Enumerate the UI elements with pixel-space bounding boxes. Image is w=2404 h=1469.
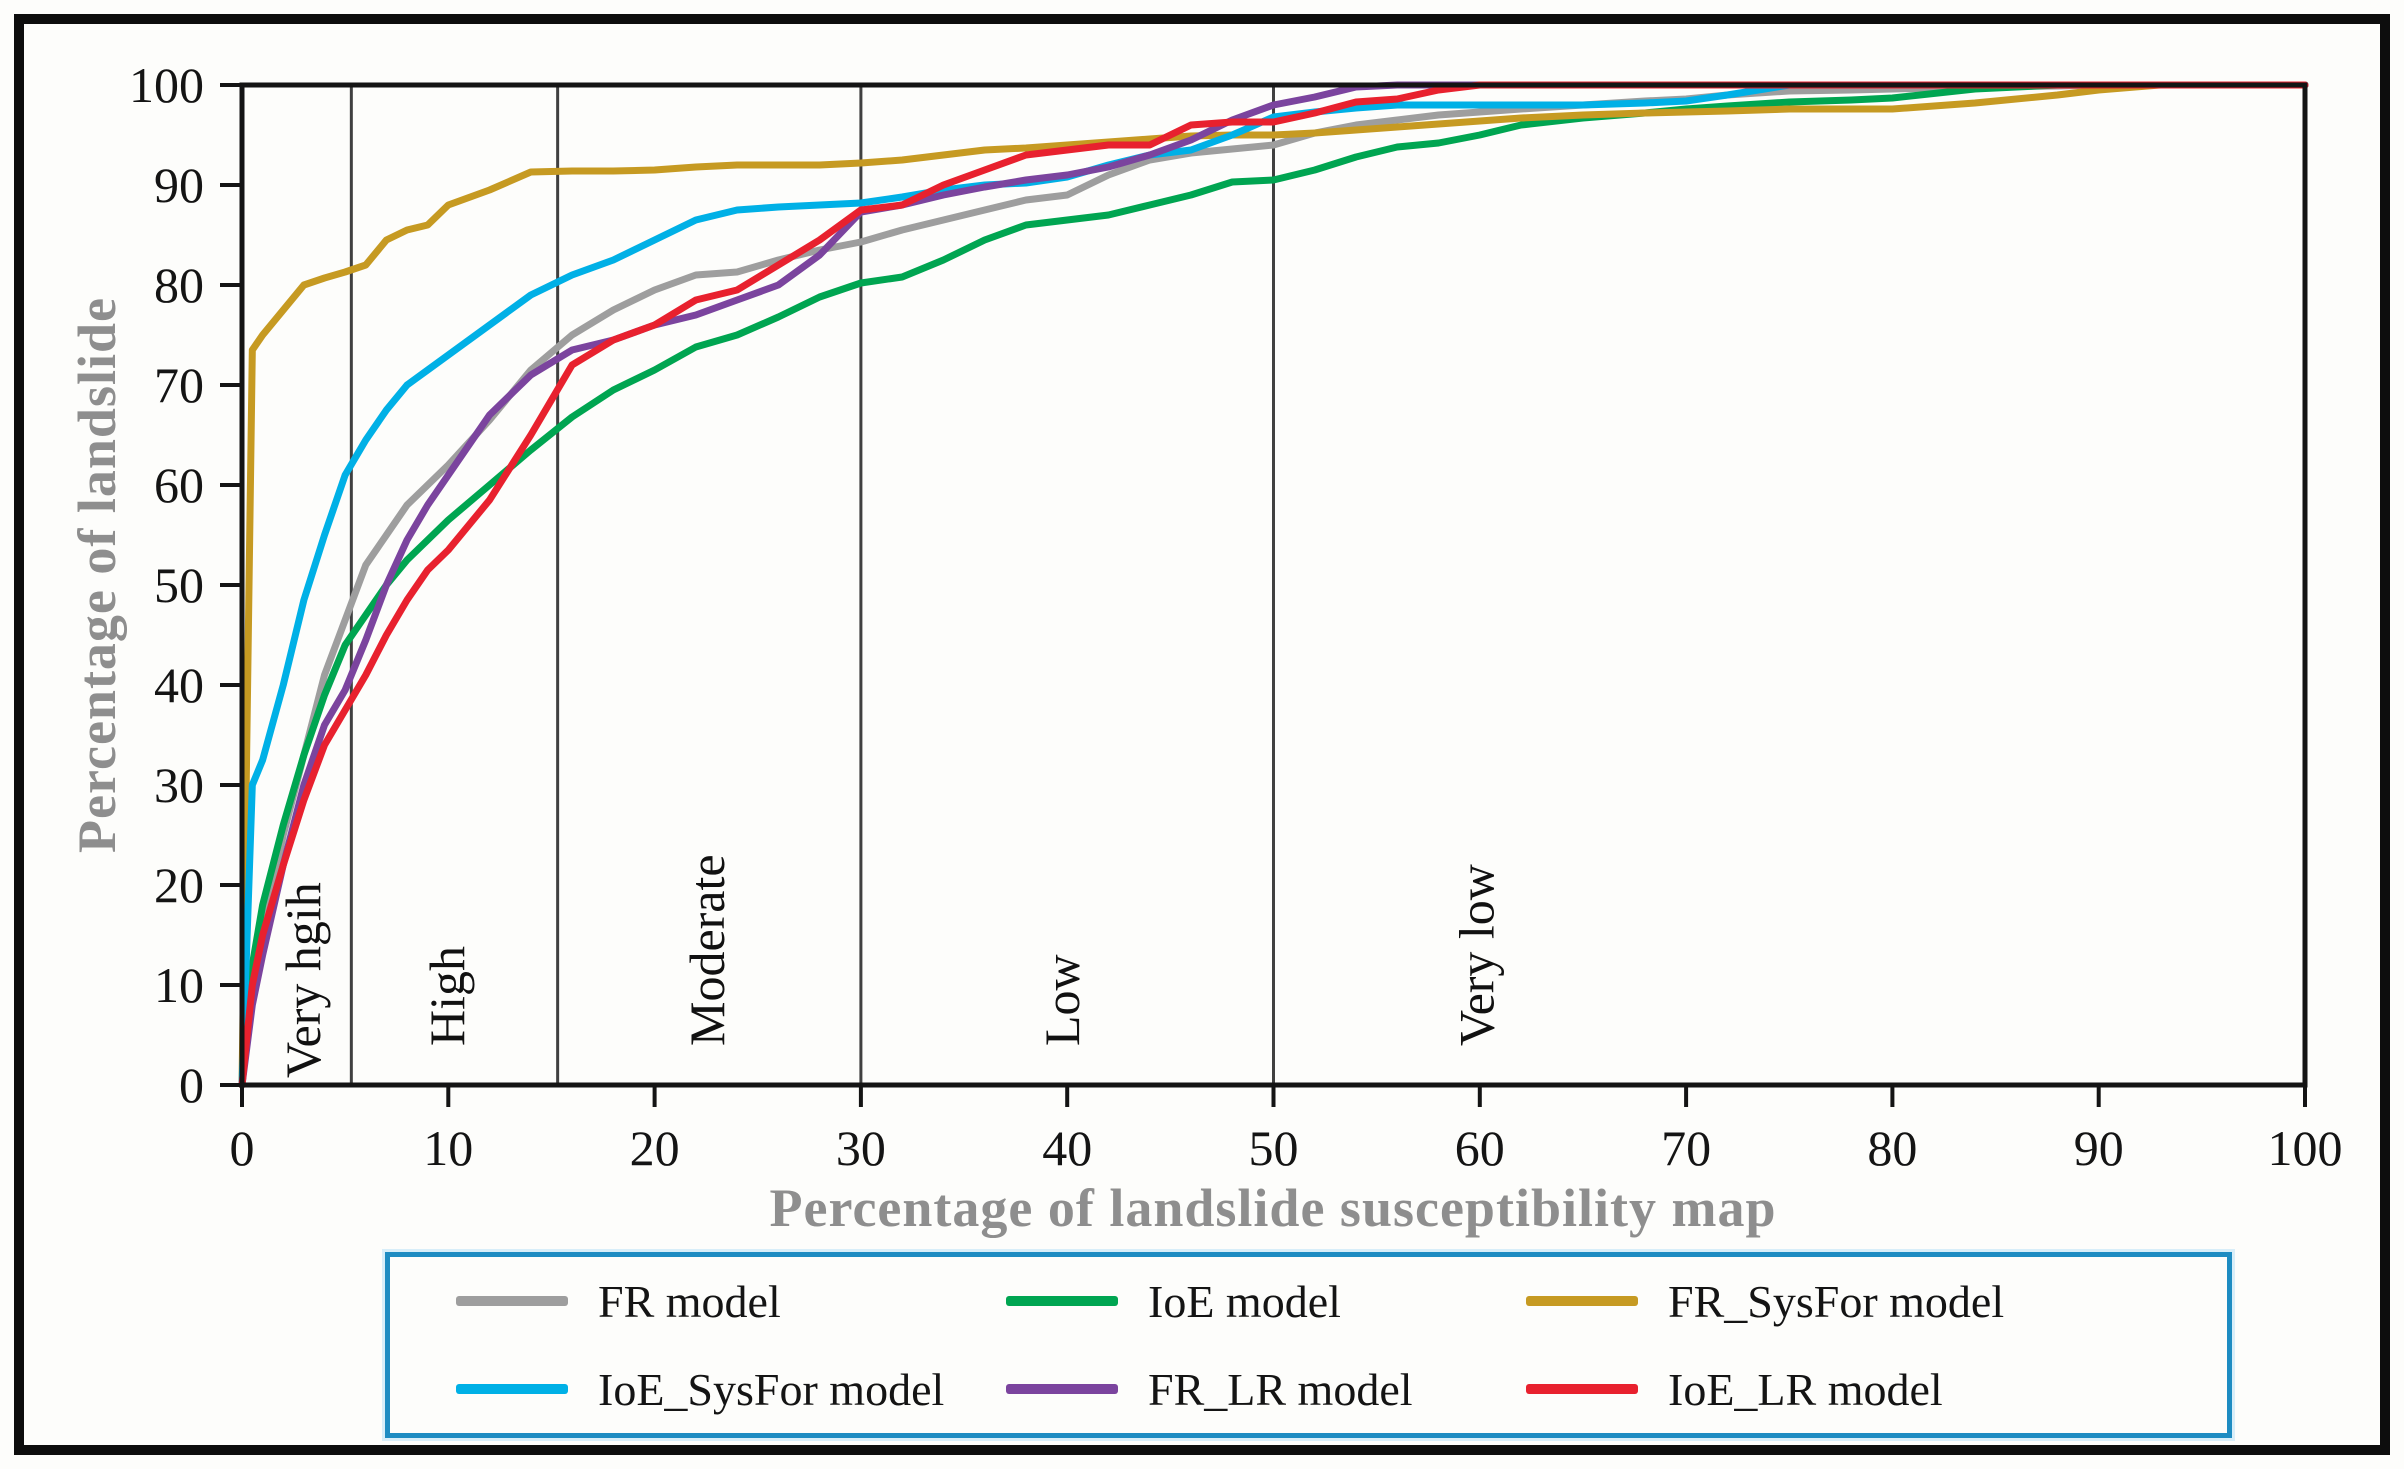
zone-labels: Very hgih High Moderate Low Very low [275, 854, 1505, 1078]
y-tick-label: 90 [154, 157, 204, 213]
zone-label-moderate: Moderate [679, 854, 735, 1046]
zone-boundary-lines [349, 85, 1275, 1085]
x-tick-label: 90 [2074, 1120, 2124, 1176]
zone-label-low: Low [1034, 954, 1090, 1046]
x-tick-label: 80 [1867, 1120, 1917, 1176]
y-tick-label: 10 [154, 957, 204, 1013]
x-tick-label: 70 [1661, 1120, 1711, 1176]
x-tick-label: 100 [2268, 1120, 2343, 1176]
zone-label-high: High [419, 946, 475, 1046]
legend-label: FR model [598, 1275, 781, 1327]
legend-color-swatch [456, 1384, 568, 1394]
y-tick-label: 0 [179, 1057, 204, 1113]
legend-item-ioe-sysfor-model: IoE_SysFor model [456, 1363, 1006, 1416]
legend-label: FR_LR model [1148, 1363, 1413, 1415]
legend-color-swatch [1006, 1296, 1118, 1306]
y-tick-label: 30 [154, 757, 204, 813]
y-tick-label: 50 [154, 557, 204, 613]
curve-fr-model [238, 81, 2309, 1089]
x-tick-label: 60 [1455, 1120, 1505, 1176]
curve-fr-sysfor-model [238, 81, 2309, 1089]
legend-item-ioe-lr-model: IoE_LR model [1526, 1363, 2227, 1416]
legend-label: IoE_LR model [1668, 1363, 1943, 1415]
zone-label-very-low: Very low [1449, 864, 1505, 1046]
legend-item-fr-lr-model: FR_LR model [1006, 1363, 1526, 1416]
x-tick-label: 40 [1042, 1120, 1092, 1176]
y-tick-label: 80 [154, 257, 204, 313]
legend-item-ioe-model: IoE model [1006, 1275, 1526, 1328]
y-tick-label: 100 [129, 57, 204, 113]
legend-item-fr-model: FR model [456, 1275, 1006, 1328]
y-tick-label: 60 [154, 457, 204, 513]
x-tick-label: 0 [230, 1120, 255, 1176]
zone-label-very-hgih: Very hgih [275, 882, 331, 1078]
legend-color-swatch [1526, 1296, 1638, 1306]
y-axis-title: Percentage of landslide [67, 297, 127, 853]
x-tick-label: 30 [836, 1120, 886, 1176]
legend-color-swatch [1006, 1384, 1118, 1394]
y-tick-label: 70 [154, 357, 204, 413]
legend-color-swatch [1526, 1384, 1638, 1394]
legend-item-fr-sysfor-model: FR_SysFor model [1526, 1275, 2227, 1328]
axis-ticks [220, 83, 2307, 1107]
legend-box: FR model IoE model FR_SysFor model IoE_SysF… [385, 1252, 2232, 1438]
x-axis-title: Percentage of landslide susceptibility m… [769, 1178, 1777, 1238]
axis-tick-labels: 0 10 20 30 40 50 60 70 80 90 100 0 10 20 30 40 50 60 70 80 9… [129, 57, 2343, 1176]
x-tick-label: 50 [1249, 1120, 1299, 1176]
x-tick-label: 20 [630, 1120, 680, 1176]
y-tick-label: 40 [154, 657, 204, 713]
y-tick-label: 20 [154, 857, 204, 913]
legend-label: IoE model [1148, 1275, 1341, 1327]
x-tick-label: 10 [423, 1120, 473, 1176]
legend-label: FR_SysFor model [1668, 1275, 2005, 1327]
legend-color-swatch [456, 1296, 568, 1306]
legend-label: IoE_SysFor model [598, 1363, 945, 1415]
